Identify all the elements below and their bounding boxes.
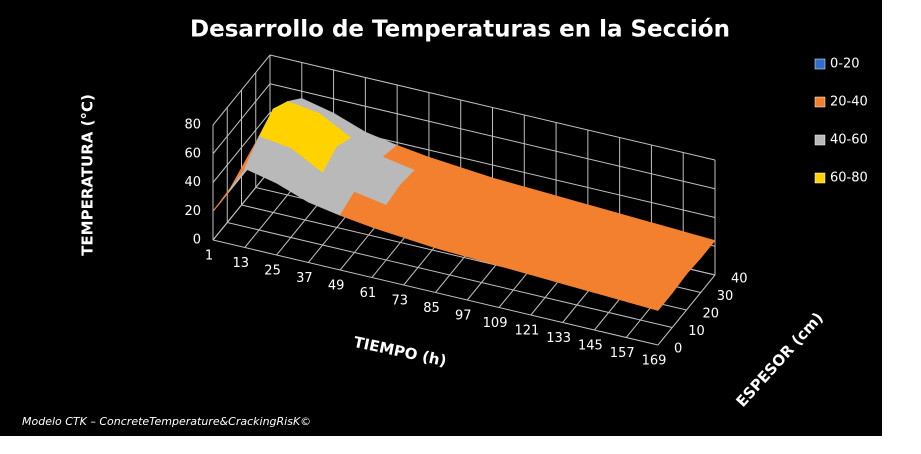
- x-tick-label: 49: [328, 279, 345, 294]
- z-tick-label: 40: [184, 175, 201, 190]
- x-tick-label: 13: [233, 256, 250, 271]
- surface-patch: [625, 283, 673, 311]
- y-tick-label: 0: [674, 342, 682, 357]
- legend-label: 40-60: [830, 133, 868, 148]
- grid-line: [227, 222, 673, 328]
- x-tick-label: 61: [360, 286, 377, 301]
- z-tick-label: 0: [193, 233, 201, 248]
- y-tick-label: 20: [703, 307, 720, 322]
- x-tick-label: 133: [546, 331, 571, 346]
- x-tick-label: 25: [264, 264, 281, 279]
- x-tick-label: 121: [514, 324, 539, 339]
- x-tick-label: 73: [391, 294, 408, 309]
- legend-swatch: [814, 96, 826, 108]
- x-tick-label: 1: [205, 249, 213, 264]
- legend-label: 60-80: [830, 171, 868, 186]
- x-tick-label: 145: [578, 339, 603, 354]
- z-axis-label: TEMPERATURA (°C): [79, 94, 97, 256]
- y-tick-label: 10: [688, 324, 705, 339]
- z-tick-label: 80: [184, 118, 201, 133]
- x-tick-label: 157: [610, 346, 635, 361]
- x-tick-label: 85: [423, 301, 440, 316]
- legend-label: 20-40: [830, 95, 868, 110]
- x-tick-label: 109: [483, 316, 508, 331]
- z-tick-label: 20: [184, 204, 201, 219]
- legend-label: 0-20: [830, 57, 860, 72]
- x-tick-label: 169: [642, 354, 667, 369]
- grid-line: [212, 239, 659, 346]
- legend-swatch: [814, 172, 826, 184]
- y-tick-label: 30: [717, 289, 734, 304]
- footer: Modelo CTK – ConcreteTemperature&Crackin…: [22, 415, 311, 428]
- chart-title: Desarrollo de Temperaturas en la Sección: [190, 17, 730, 43]
- x-tick-label: 97: [455, 309, 472, 324]
- legend-swatch: [814, 58, 826, 70]
- x-tick-label: 37: [296, 271, 313, 286]
- legend-swatch: [814, 134, 826, 146]
- y-tick-label: 40: [731, 272, 748, 287]
- z-tick-label: 60: [184, 146, 201, 161]
